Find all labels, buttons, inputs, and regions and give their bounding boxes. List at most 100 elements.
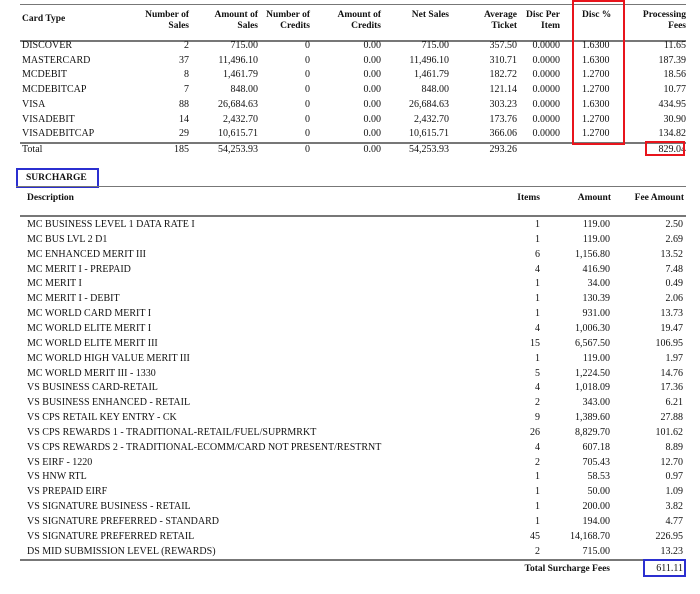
fee-amount-cell: 226.95 [655, 530, 684, 542]
processing-fees-cell: 187.39 [658, 54, 687, 66]
fee-amount-cell: 1.09 [665, 486, 684, 498]
net-sales-cell: 848.00 [421, 84, 450, 96]
number-of-credits-cell: 0 [305, 40, 310, 51]
net-sales-cell: 26,684.63 [409, 98, 449, 110]
header-processing-fees: Processing Fees [642, 10, 686, 31]
fee-amount-cell: 8.89 [665, 441, 684, 453]
amount-of-credits-cell: 0.00 [363, 84, 382, 96]
number-of-sales-cell: 29 [179, 128, 189, 140]
disc-per-item-cell: 0.0000 [532, 54, 561, 66]
description-cell: DS MID SUBMISSION LEVEL (REWARDS) [27, 545, 216, 557]
processing-fees-cell: 30.90 [663, 113, 687, 125]
amount-of-credits-cell: 0.00 [363, 144, 382, 155]
items-cell: 15 [530, 337, 540, 349]
card-type-cell: VISADEBIT [22, 113, 75, 125]
number-of-credits-cell: 0 [305, 69, 310, 81]
items-cell: 1 [535, 352, 540, 364]
description-cell: VS EIRF - 1220 [27, 456, 93, 468]
amount-cell: 14,168.70 [570, 530, 610, 542]
fee-amount-cell: 0.49 [665, 278, 684, 290]
items-cell: 2 [535, 456, 540, 468]
items-cell: 1 [535, 278, 540, 290]
amount-of-sales-cell: 1,461.79 [223, 69, 258, 81]
card-type-cell: MCDEBITCAP [22, 84, 87, 96]
total-surcharge-value: 611.11 [656, 563, 683, 574]
items-cell: 2 [535, 545, 540, 557]
number-of-credits-cell: 0 [305, 98, 310, 110]
disc-percent-cell: 1.2700 [582, 113, 610, 125]
card-type-cell: VISADEBITCAP [22, 128, 95, 140]
fee-amount-cell: 2.69 [665, 233, 684, 245]
processing-fees-cell: 134.82 [658, 128, 687, 140]
number-of-credits-cell: 0 [305, 54, 310, 66]
amount-of-sales-cell: 848.00 [230, 84, 259, 96]
amount-cell: 931.00 [582, 308, 611, 320]
disc-per-item-cell: 0.0000 [532, 69, 561, 81]
disc-percent-cell: 1.6300 [582, 98, 610, 110]
description-cell: MC BUS LVL 2 D1 [27, 233, 108, 245]
amount-cell: 119.00 [582, 219, 610, 230]
description-cell: VS HNW RTL [27, 471, 87, 483]
amount-cell: 6,567.50 [575, 337, 610, 349]
average-ticket-cell: 366.06 [489, 128, 518, 140]
items-cell: 4 [535, 322, 540, 334]
items-cell: 1 [535, 233, 540, 245]
description-cell: VS CPS RETAIL KEY ENTRY - CK [27, 412, 177, 424]
amount-cell: 200.00 [582, 501, 611, 513]
fee-amount-cell: 13.52 [660, 248, 684, 260]
amount-cell: 34.00 [587, 278, 611, 290]
disc-percent-cell: 1.6300 [582, 54, 610, 66]
amount-cell: 119.00 [582, 233, 610, 245]
fee-amount-cell: 19.47 [660, 322, 684, 334]
disc-per-item-cell: 0.0000 [532, 84, 561, 96]
number-of-sales-cell: 2 [184, 40, 189, 51]
items-cell: 26 [530, 426, 540, 438]
disc-percent-cell: 1.2700 [582, 128, 610, 140]
number-of-credits-cell: 0 [305, 84, 310, 96]
number-of-sales-cell: 88 [179, 98, 189, 110]
items-cell: 1 [535, 516, 540, 527]
items-cell: 6 [535, 248, 540, 260]
amount-of-credits-cell: 0.00 [363, 54, 382, 66]
amount-cell: 119.00 [582, 352, 610, 364]
total-surcharge-highlight [643, 559, 686, 577]
disc-percent-highlight [572, 0, 625, 145]
net-sales-cell: 10,615.71 [409, 128, 449, 140]
surcharge-total-rule [20, 559, 686, 561]
surcharge-title: SURCHARGE [26, 173, 87, 183]
amount-of-sales-cell: 26,684.63 [218, 98, 258, 110]
description-cell: MC MERIT I - DEBIT [27, 293, 120, 305]
summary-total-rule [20, 142, 686, 144]
header-disc-per-item: Disc Per Item [525, 10, 560, 31]
amount-of-credits-cell: 0.00 [363, 128, 382, 140]
description-cell: MC WORLD HIGH VALUE MERIT III [27, 352, 190, 364]
disc-per-item-cell: 0.0000 [532, 113, 561, 125]
surcharge-header-description: Description [27, 193, 74, 203]
total-surcharge-label: Total Surcharge Fees [524, 564, 611, 574]
fee-amount-cell: 2.50 [665, 219, 684, 230]
items-cell: 1 [535, 308, 540, 320]
description-cell: MC WORLD ELITE MERIT III [27, 337, 158, 349]
amount-of-sales-cell: 2,432.70 [223, 113, 258, 125]
number-of-sales-cell: 185 [174, 144, 189, 155]
header-amount-of-sales: Amount of Sales [214, 10, 258, 31]
disc-percent-cell: 1.2700 [582, 69, 610, 81]
header-number-of-sales: Number of Sales [145, 10, 189, 31]
items-cell: 1 [535, 293, 540, 305]
description-cell: VS SIGNATURE PREFERRED RETAIL [27, 530, 195, 542]
fee-amount-cell: 101.62 [655, 426, 684, 438]
amount-cell: 607.18 [582, 441, 611, 453]
card-type-cell: DISCOVER [22, 40, 73, 51]
description-cell: VS CPS REWARDS 2 - TRADITIONAL-ECOMM/CAR… [27, 441, 382, 453]
items-cell: 4 [535, 382, 540, 394]
disc-percent-cell: 1.2700 [582, 84, 610, 96]
top-rule [20, 4, 686, 5]
amount-cell: 130.39 [582, 293, 611, 305]
amount-cell: 1,006.30 [575, 322, 610, 334]
amount-cell: 416.90 [582, 263, 611, 275]
fee-amount-cell: 7.48 [665, 263, 684, 275]
processing-fees-total-highlight [645, 141, 685, 156]
amount-cell: 58.53 [587, 471, 611, 483]
amount-cell: 1,389.60 [575, 412, 610, 424]
